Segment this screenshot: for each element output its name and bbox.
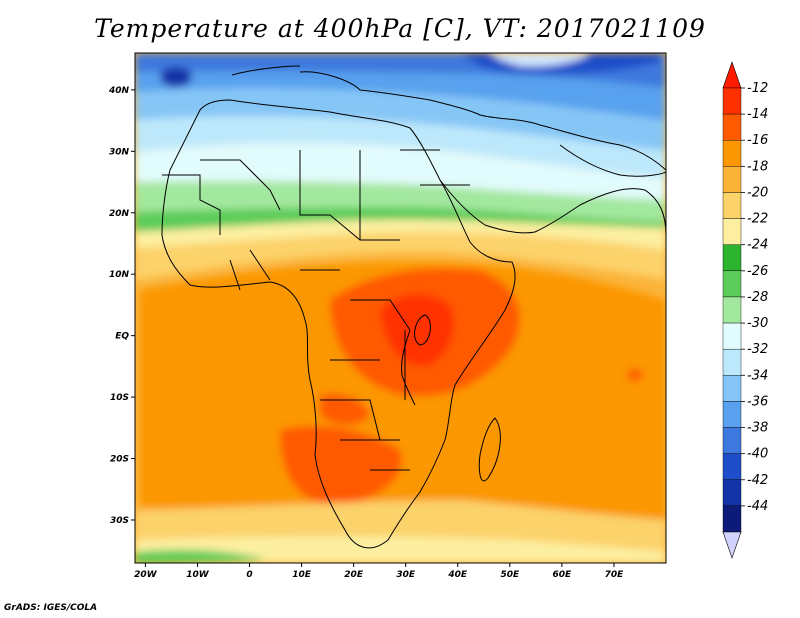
lat-tick-label: 10S <box>110 393 129 403</box>
lon-tick-label: 10W <box>186 570 210 580</box>
colorbar-label: -32 <box>747 342 768 357</box>
lat-tick-label: 30S <box>110 516 129 526</box>
lon-tick-label: 20W <box>134 570 158 580</box>
colorbar-label: -20 <box>747 185 768 200</box>
colorbar-label: -28 <box>747 290 768 305</box>
colorbar-label: -38 <box>747 421 768 436</box>
colorbar-under-triangle <box>722 531 742 559</box>
lat-tick-label: 30N <box>109 147 130 157</box>
lat-tick-label: 20N <box>109 209 130 219</box>
colorbar-segment <box>722 270 742 298</box>
lon-tick-label: 50E <box>500 570 520 580</box>
temperature-field <box>135 53 666 563</box>
map-title: Temperature at 400hPa [C], VT: 201702110… <box>94 14 706 43</box>
colorbar-label: -14 <box>747 107 768 122</box>
colorbar-label: -44 <box>747 499 768 514</box>
colorbar-label: -26 <box>747 264 768 279</box>
colorbar-segment <box>722 113 742 141</box>
lon-tick-label: 0 <box>246 570 252 580</box>
latitude-axis: 40N 30N 20N 10N EQ 10S 20S 30S <box>108 86 135 526</box>
colorbar-over-triangle <box>722 61 742 89</box>
colorbar: -12 -14 -16 -18 -20 -22 -24 -26 -28 -30 -32 -34 -36 -… <box>722 61 768 559</box>
colorbar-segment <box>722 453 742 480</box>
lat-tick-label: 40N <box>108 86 130 96</box>
colorbar-label: -34 <box>747 368 768 383</box>
colorbar-segment <box>722 296 742 324</box>
colorbar-label: -42 <box>747 473 768 488</box>
colorbar-label: -12 <box>747 81 768 96</box>
lon-tick-label: 70E <box>605 570 625 580</box>
lon-tick-label: 30E <box>396 570 416 580</box>
plot-frame <box>134 52 667 564</box>
colorbar-segment <box>722 192 742 219</box>
lat-tick-label: 20S <box>110 455 129 465</box>
lat-tick-label: 10N <box>109 270 130 280</box>
colorbar-segment <box>722 166 742 193</box>
colorbar-segment <box>722 348 742 376</box>
grads-credit: GrADS: IGES/COLA <box>4 603 98 613</box>
longitude-axis: 20W 10W 0 10E 20E 30E 40E 50E 60E 70E <box>134 563 624 580</box>
colorbar-segment <box>722 218 742 245</box>
colorbar-segment <box>722 401 742 428</box>
colorbar-segment <box>722 479 742 507</box>
colorbar-label: -30 <box>747 316 768 331</box>
lon-tick-label: 40E <box>447 570 468 580</box>
colorbar-segment <box>722 322 742 350</box>
colorbar-label: -16 <box>747 133 768 148</box>
colorbar-label: -40 <box>747 447 768 462</box>
colorbar-segment <box>722 87 742 115</box>
colorbar-label: -18 <box>747 159 768 174</box>
colorbar-label: -36 <box>747 394 768 409</box>
lon-tick-label: 60E <box>553 570 573 580</box>
coastlines <box>161 65 666 549</box>
colorbar-segment <box>722 427 742 454</box>
colorbar-segment <box>722 140 742 167</box>
lon-tick-label: 20E <box>344 570 364 580</box>
colorbar-label: -22 <box>747 212 768 227</box>
colorbar-segment <box>722 244 742 272</box>
colorbar-segment <box>722 505 742 533</box>
lat-tick-label: EQ <box>115 332 129 342</box>
lon-tick-label: 10E <box>292 570 312 580</box>
colorbar-segment <box>722 375 742 402</box>
colorbar-label: -24 <box>747 238 768 253</box>
